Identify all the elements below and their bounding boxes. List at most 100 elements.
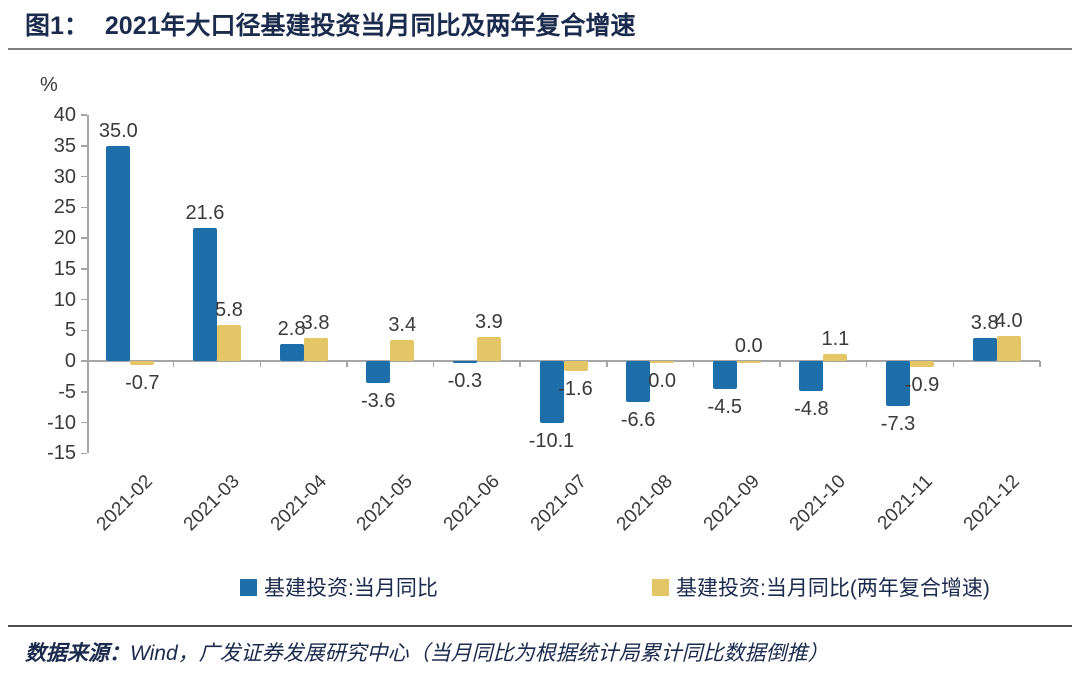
value-label: 3.9 [474, 311, 503, 333]
legend-label: 基建投资:当月同比(两年复合增速) [676, 577, 990, 600]
y-axis-tick [81, 206, 87, 208]
x-axis-label: 2021-05 [352, 471, 418, 536]
value-label: 3.4 [388, 314, 417, 337]
legend-item: 基建投资:当月同比 [240, 572, 438, 602]
bar-two-year-cagr [563, 361, 588, 371]
x-axis-tick [519, 361, 521, 367]
value-label: -3.6 [360, 390, 396, 413]
y-axis-label: 30 [53, 165, 76, 188]
y-axis-tick [81, 237, 87, 239]
value-label: 3.8 [970, 311, 999, 334]
x-axis-tick [432, 361, 435, 367]
value-label: -0.3 [447, 369, 483, 392]
y-axis-tick [81, 298, 87, 301]
y-axis-label: -5 [58, 380, 76, 403]
value-label: -4.5 [707, 395, 742, 418]
value-label: -10.1 [528, 430, 575, 453]
x-axis-tick [172, 361, 175, 367]
x-axis-label: 2021-10 [786, 471, 851, 536]
data-source-prefix: 数据来源： [25, 642, 130, 665]
x-axis-label: 2021-02 [93, 471, 158, 536]
x-axis-label: 2021-07 [526, 471, 591, 536]
footer-divider [8, 625, 1072, 627]
x-axis-label: 2021-12 [959, 471, 1024, 536]
bar-monthly-yoy [886, 361, 911, 406]
value-label: 2.8 [277, 317, 306, 340]
value-label: -7.3 [880, 412, 916, 435]
bar-two-year-cagr [130, 361, 155, 366]
value-label: -4.8 [794, 397, 829, 420]
legend-item: 基建投资:当月同比(两年复合增速) [652, 572, 990, 602]
bar-two-year-cagr [910, 361, 935, 367]
bar-monthly-yoy [366, 361, 391, 384]
bar-monthly-yoy [539, 361, 564, 424]
value-label: 0.0 [734, 335, 763, 357]
x-axis-tick [865, 361, 868, 367]
value-label: 21.6 [185, 202, 225, 225]
bar-two-year-cagr [390, 340, 415, 361]
data-source-text: Wind，广发证券发展研究中心（当月同比为根据统计局累计同比数据倒推） [130, 642, 829, 665]
figure-title-row: 图1： 2021年大口径基建投资当月同比及两年复合增速 [25, 6, 636, 42]
bar-monthly-yoy [192, 228, 217, 361]
bar-monthly-yoy [452, 361, 477, 363]
value-label: 5.8 [215, 299, 243, 322]
y-axis-tick [81, 175, 87, 178]
y-axis-tick [81, 360, 87, 362]
x-axis-tick [952, 361, 955, 367]
value-label: 1.1 [821, 328, 850, 351]
value-label: -6.6 [620, 408, 656, 431]
y-axis-label: 35 [53, 134, 76, 157]
value-label: 35.0 [98, 119, 138, 142]
legend: 基建投资:当月同比 基建投资:当月同比(两年复合增速) [0, 572, 1080, 600]
y-axis-label: -15 [47, 442, 76, 465]
data-source-note: 数据来源：Wind，广发证券发展研究中心（当月同比为根据统计局累计同比数据倒推） [25, 637, 829, 667]
x-axis-tick [346, 361, 348, 367]
bar-monthly-yoy [799, 361, 824, 391]
y-axis-tick [81, 329, 87, 331]
y-axis-label: 0 [64, 350, 76, 372]
bar-monthly-yoy [106, 145, 131, 361]
bar-two-year-cagr [736, 361, 761, 364]
x-axis-tick [259, 361, 262, 367]
bar-two-year-cagr [650, 361, 675, 364]
bar-two-year-cagr [476, 337, 501, 361]
x-axis-label: 2021-11 [873, 471, 937, 535]
y-axis-tick [81, 452, 87, 454]
x-axis-label: 2021-04 [266, 471, 331, 536]
y-axis-tick [81, 114, 87, 116]
figure-number: 图1： [25, 12, 89, 40]
y-axis-label: -10 [47, 411, 76, 434]
x-axis-tick [692, 361, 695, 367]
legend-label: 基建投资:当月同比 [264, 577, 438, 600]
value-label: 3.8 [301, 311, 330, 334]
value-label: 4.0 [994, 310, 1023, 333]
value-label: -1.6 [558, 377, 593, 400]
y-axis-line [87, 115, 89, 454]
y-axis-label: 15 [53, 257, 76, 280]
y-axis-label: 10 [53, 288, 76, 311]
y-axis-tick [81, 268, 87, 270]
x-axis-label: 2021-09 [699, 471, 764, 536]
value-label: 0.0 [648, 370, 677, 393]
value-label: -0.7 [125, 372, 160, 395]
x-axis-label: 2021-08 [612, 471, 677, 536]
bar-two-year-cagr [216, 325, 241, 361]
y-axis-label: 40 [53, 104, 76, 126]
x-axis-label: 2021-06 [439, 471, 504, 536]
y-axis-label: 20 [53, 227, 76, 249]
bar-two-year-cagr [996, 336, 1021, 361]
figure-title: 2021年大口径基建投资当月同比及两年复合增速 [104, 12, 636, 40]
y-axis-label: 5 [64, 319, 76, 342]
y-axis-label: 25 [53, 196, 76, 219]
bar-two-year-cagr [823, 354, 848, 361]
y-axis-tick [81, 145, 87, 147]
bar-monthly-yoy [626, 361, 651, 402]
legend-swatch-icon [240, 578, 257, 596]
y-axis-tick [81, 391, 87, 393]
x-axis-label: 2021-03 [179, 471, 244, 536]
legend-swatch-icon [652, 578, 669, 596]
bar-monthly-yoy [279, 343, 304, 361]
y-axis-unit-label: % [40, 74, 58, 96]
